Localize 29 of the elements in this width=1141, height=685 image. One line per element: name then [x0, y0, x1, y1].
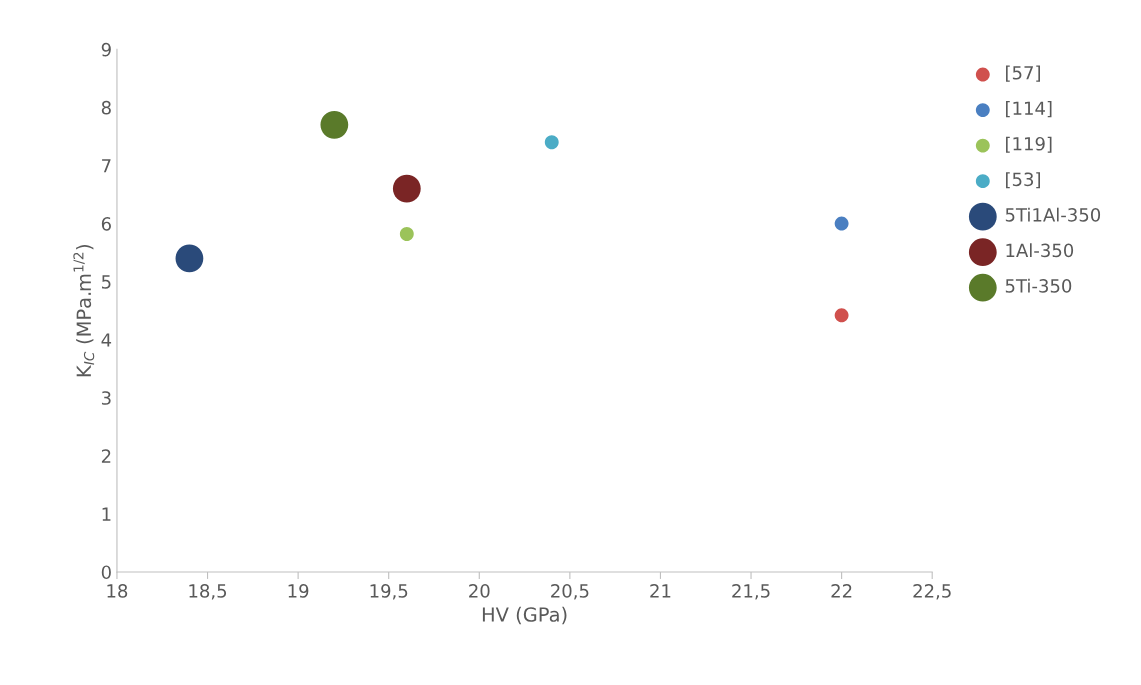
- legend-label: 5Ti-350: [1005, 278, 1072, 293]
- x-tick-label: 19,5: [370, 584, 408, 600]
- x-axis-title: HV (GPa): [482, 606, 567, 625]
- x-tick-label: 19: [288, 584, 309, 598]
- y-tick-label: 3: [101, 391, 111, 405]
- legend-label: 5Ti1Al-350: [1005, 207, 1101, 222]
- y-tick-label: 8: [101, 100, 111, 115]
- x-tick-label: 20: [469, 584, 490, 598]
- legend-label: 1Al-350: [1006, 243, 1074, 258]
- y-tick-label: 4: [101, 333, 112, 347]
- x-tick-label: 20,5: [551, 584, 589, 600]
- legend-label: [119]: [1006, 136, 1052, 153]
- y-axis-title: K$_{IC}$ (MPa.m$^{1/2}$): [73, 245, 95, 377]
- legend-label: [114]: [1006, 101, 1052, 118]
- legend-label: [53]: [1006, 172, 1040, 189]
- y-tick-label: 6: [101, 217, 111, 231]
- y-tick-label: 2: [101, 449, 111, 463]
- x-tick-label: 22,5: [913, 584, 951, 600]
- x-tick-label: 21: [650, 584, 671, 598]
- x-tick-label: 18: [107, 584, 128, 598]
- y-tick-label: 5: [102, 275, 111, 289]
- x-tick-label: 21,5: [732, 584, 770, 600]
- y-tick-label: 9: [101, 42, 111, 57]
- legend-label: [57]: [1006, 65, 1040, 82]
- y-tick-label: 7: [102, 159, 111, 173]
- y-tick-label: 0: [101, 565, 111, 580]
- y-tick-label: 1: [102, 507, 111, 521]
- x-tick-label: 22: [831, 584, 852, 598]
- x-tick-label: 18,5: [189, 584, 227, 600]
